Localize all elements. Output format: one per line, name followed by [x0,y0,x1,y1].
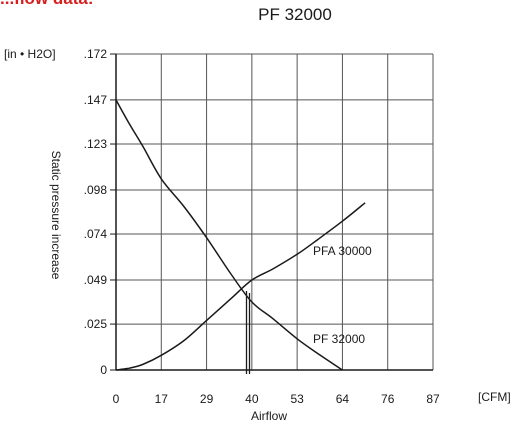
y-tick-label: .049 [84,273,108,287]
series-line-pfa-30000 [115,202,366,371]
x-tick-label: 76 [381,392,395,406]
x-tick-label: 40 [245,392,259,406]
y-axis-label: Static pressure increase [49,151,63,280]
y-tick-label: .172 [84,47,108,61]
y-tick-label: .098 [84,183,108,197]
series-line-pf-32000 [115,99,343,371]
x-axis-label: Airflow [251,409,287,423]
x-tick-label: 17 [155,392,169,406]
x-unit-label: [CFM] [478,390,511,404]
y-tick-label: .074 [84,227,108,241]
y-tick-label: .123 [84,137,108,151]
series-labels: PFA 30000 PF 32000 [313,244,372,346]
series-label-pf-32000: PF 32000 [313,332,365,346]
y-tick-label: .025 [84,317,108,331]
x-tick-label: 87 [426,392,440,406]
x-tick-label: 53 [290,392,304,406]
y-tick-label: 0 [100,363,107,377]
y-tick-label: .147 [84,93,108,107]
header-fragment: ...flow data: [0,0,94,9]
axes [110,53,433,371]
series [115,99,366,374]
x-tick-label: 64 [336,392,350,406]
y-unit-label: [in • H2O] [4,47,56,61]
x-tick-label: 0 [113,392,120,406]
tick-labels: 0 17 29 40 53 64 76 87 0 .025 .049 .074 .098 .123 .147… [84,47,440,406]
series-label-pfa-30000: PFA 30000 [313,244,372,258]
chart-title: PF 32000 [258,5,332,24]
x-tick-label: 29 [200,392,214,406]
grid [116,53,434,370]
